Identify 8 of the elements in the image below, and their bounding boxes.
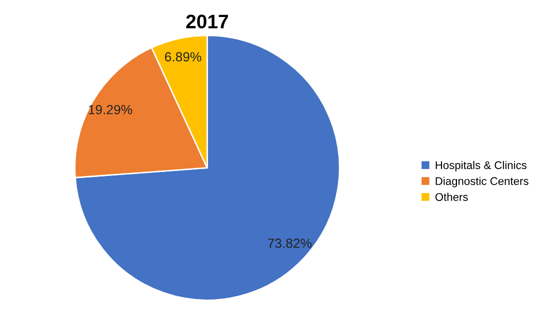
chart-title: 2017 [186, 14, 228, 28]
legend-label: Hospitals & Clinics [436, 160, 526, 172]
data-label: 6.89% [164, 52, 202, 62]
legend-label: Others [435, 192, 468, 201]
data-label: 73.82% [268, 238, 312, 248]
legend-label: Diagnostic Centers [436, 176, 528, 188]
pie-slice [74, 34, 340, 301]
data-label: 19.29% [88, 104, 132, 114]
